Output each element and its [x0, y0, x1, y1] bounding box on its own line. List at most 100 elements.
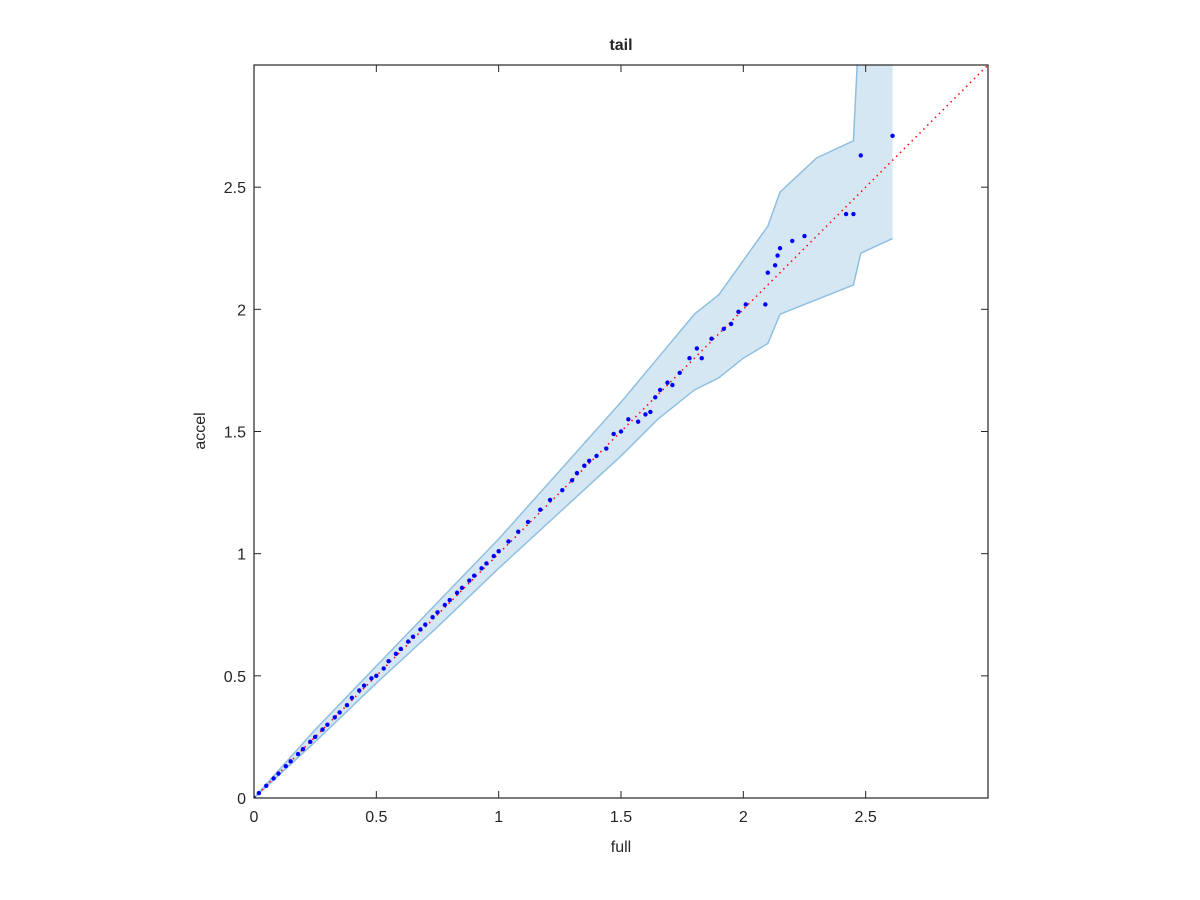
- reference-line: [254, 65, 988, 798]
- point: [626, 417, 631, 422]
- point: [410, 634, 416, 639]
- point: [743, 302, 748, 307]
- point: [447, 597, 452, 603]
- point: [699, 356, 704, 361]
- point: [772, 263, 778, 268]
- point: [459, 585, 465, 591]
- point: [300, 746, 306, 752]
- point: [435, 610, 440, 615]
- point: [283, 764, 289, 769]
- y-tick-label: 0: [237, 791, 246, 808]
- point: [777, 246, 783, 251]
- point: [344, 702, 350, 708]
- point: [393, 651, 399, 657]
- point: [538, 507, 543, 512]
- point: [802, 233, 807, 239]
- point: [858, 153, 863, 158]
- point: [687, 356, 692, 361]
- point: [516, 529, 521, 534]
- point: [442, 602, 448, 608]
- point: [560, 487, 565, 493]
- point: [665, 380, 670, 385]
- point: [491, 553, 496, 559]
- point: [728, 321, 734, 327]
- point: [423, 622, 428, 627]
- point: [276, 771, 281, 776]
- point: [569, 478, 575, 483]
- point: [312, 734, 318, 740]
- point: [657, 387, 663, 393]
- point: [765, 270, 770, 275]
- point: [256, 790, 262, 796]
- y-axis-label: accel: [192, 412, 209, 449]
- x-axis-label: full: [611, 839, 631, 856]
- band-upper: [254, 65, 858, 798]
- point: [381, 666, 386, 671]
- point: [295, 751, 301, 757]
- point: [357, 688, 362, 693]
- point: [374, 673, 379, 679]
- plot-area: [254, 65, 988, 798]
- point: [721, 326, 726, 332]
- point: [308, 739, 313, 745]
- point: [648, 409, 653, 415]
- point: [586, 458, 592, 464]
- x-tick-label: 0.5: [365, 809, 387, 826]
- point: [763, 302, 768, 307]
- band-lower: [254, 237, 893, 798]
- y-tick-label: 2.5: [224, 180, 246, 197]
- point: [479, 566, 484, 571]
- point: [496, 549, 501, 554]
- point: [325, 722, 330, 727]
- point: [677, 370, 682, 376]
- x-tick-label: 1: [494, 809, 503, 826]
- point: [467, 578, 472, 583]
- point: [386, 658, 391, 664]
- point: [349, 695, 355, 701]
- chart-title: tail: [609, 37, 632, 54]
- x-tick-label: 2: [739, 809, 748, 826]
- point: [525, 519, 531, 525]
- point: [484, 561, 489, 566]
- point: [618, 429, 624, 434]
- point: [611, 431, 616, 437]
- point: [264, 783, 269, 788]
- point: [694, 346, 700, 351]
- point: [574, 470, 580, 476]
- point: [369, 676, 374, 681]
- y-tick-label: 1.5: [224, 425, 246, 442]
- point: [635, 419, 641, 424]
- point: [775, 253, 780, 258]
- point: [320, 727, 325, 732]
- point: [418, 627, 423, 632]
- point: [472, 573, 477, 578]
- point: [332, 715, 337, 720]
- point: [643, 412, 648, 417]
- point: [670, 382, 675, 388]
- point: [653, 395, 658, 400]
- x-tick-label: 0: [250, 809, 259, 826]
- point: [547, 497, 553, 503]
- point: [843, 211, 849, 217]
- point: [337, 710, 342, 715]
- point: [736, 309, 741, 314]
- x-tick-label: 2.5: [855, 809, 877, 826]
- point: [604, 446, 609, 451]
- point: [454, 590, 460, 595]
- point: [430, 614, 435, 620]
- point: [709, 336, 714, 341]
- y-tick-label: 2: [237, 302, 246, 319]
- point: [790, 238, 795, 244]
- point: [582, 463, 587, 468]
- axes: 0 0.5 1 1.5 2 2.5 0 0.5 1 1.5 2 2.5: [224, 64, 989, 826]
- point: [398, 646, 403, 652]
- y-tick-label: 1: [237, 547, 246, 564]
- point: [506, 539, 511, 544]
- point: [851, 211, 856, 217]
- point: [361, 683, 367, 688]
- x-tick-label: 1.5: [610, 809, 632, 826]
- y-tick-label: 0.5: [224, 669, 246, 686]
- point: [405, 639, 411, 644]
- point: [594, 453, 599, 459]
